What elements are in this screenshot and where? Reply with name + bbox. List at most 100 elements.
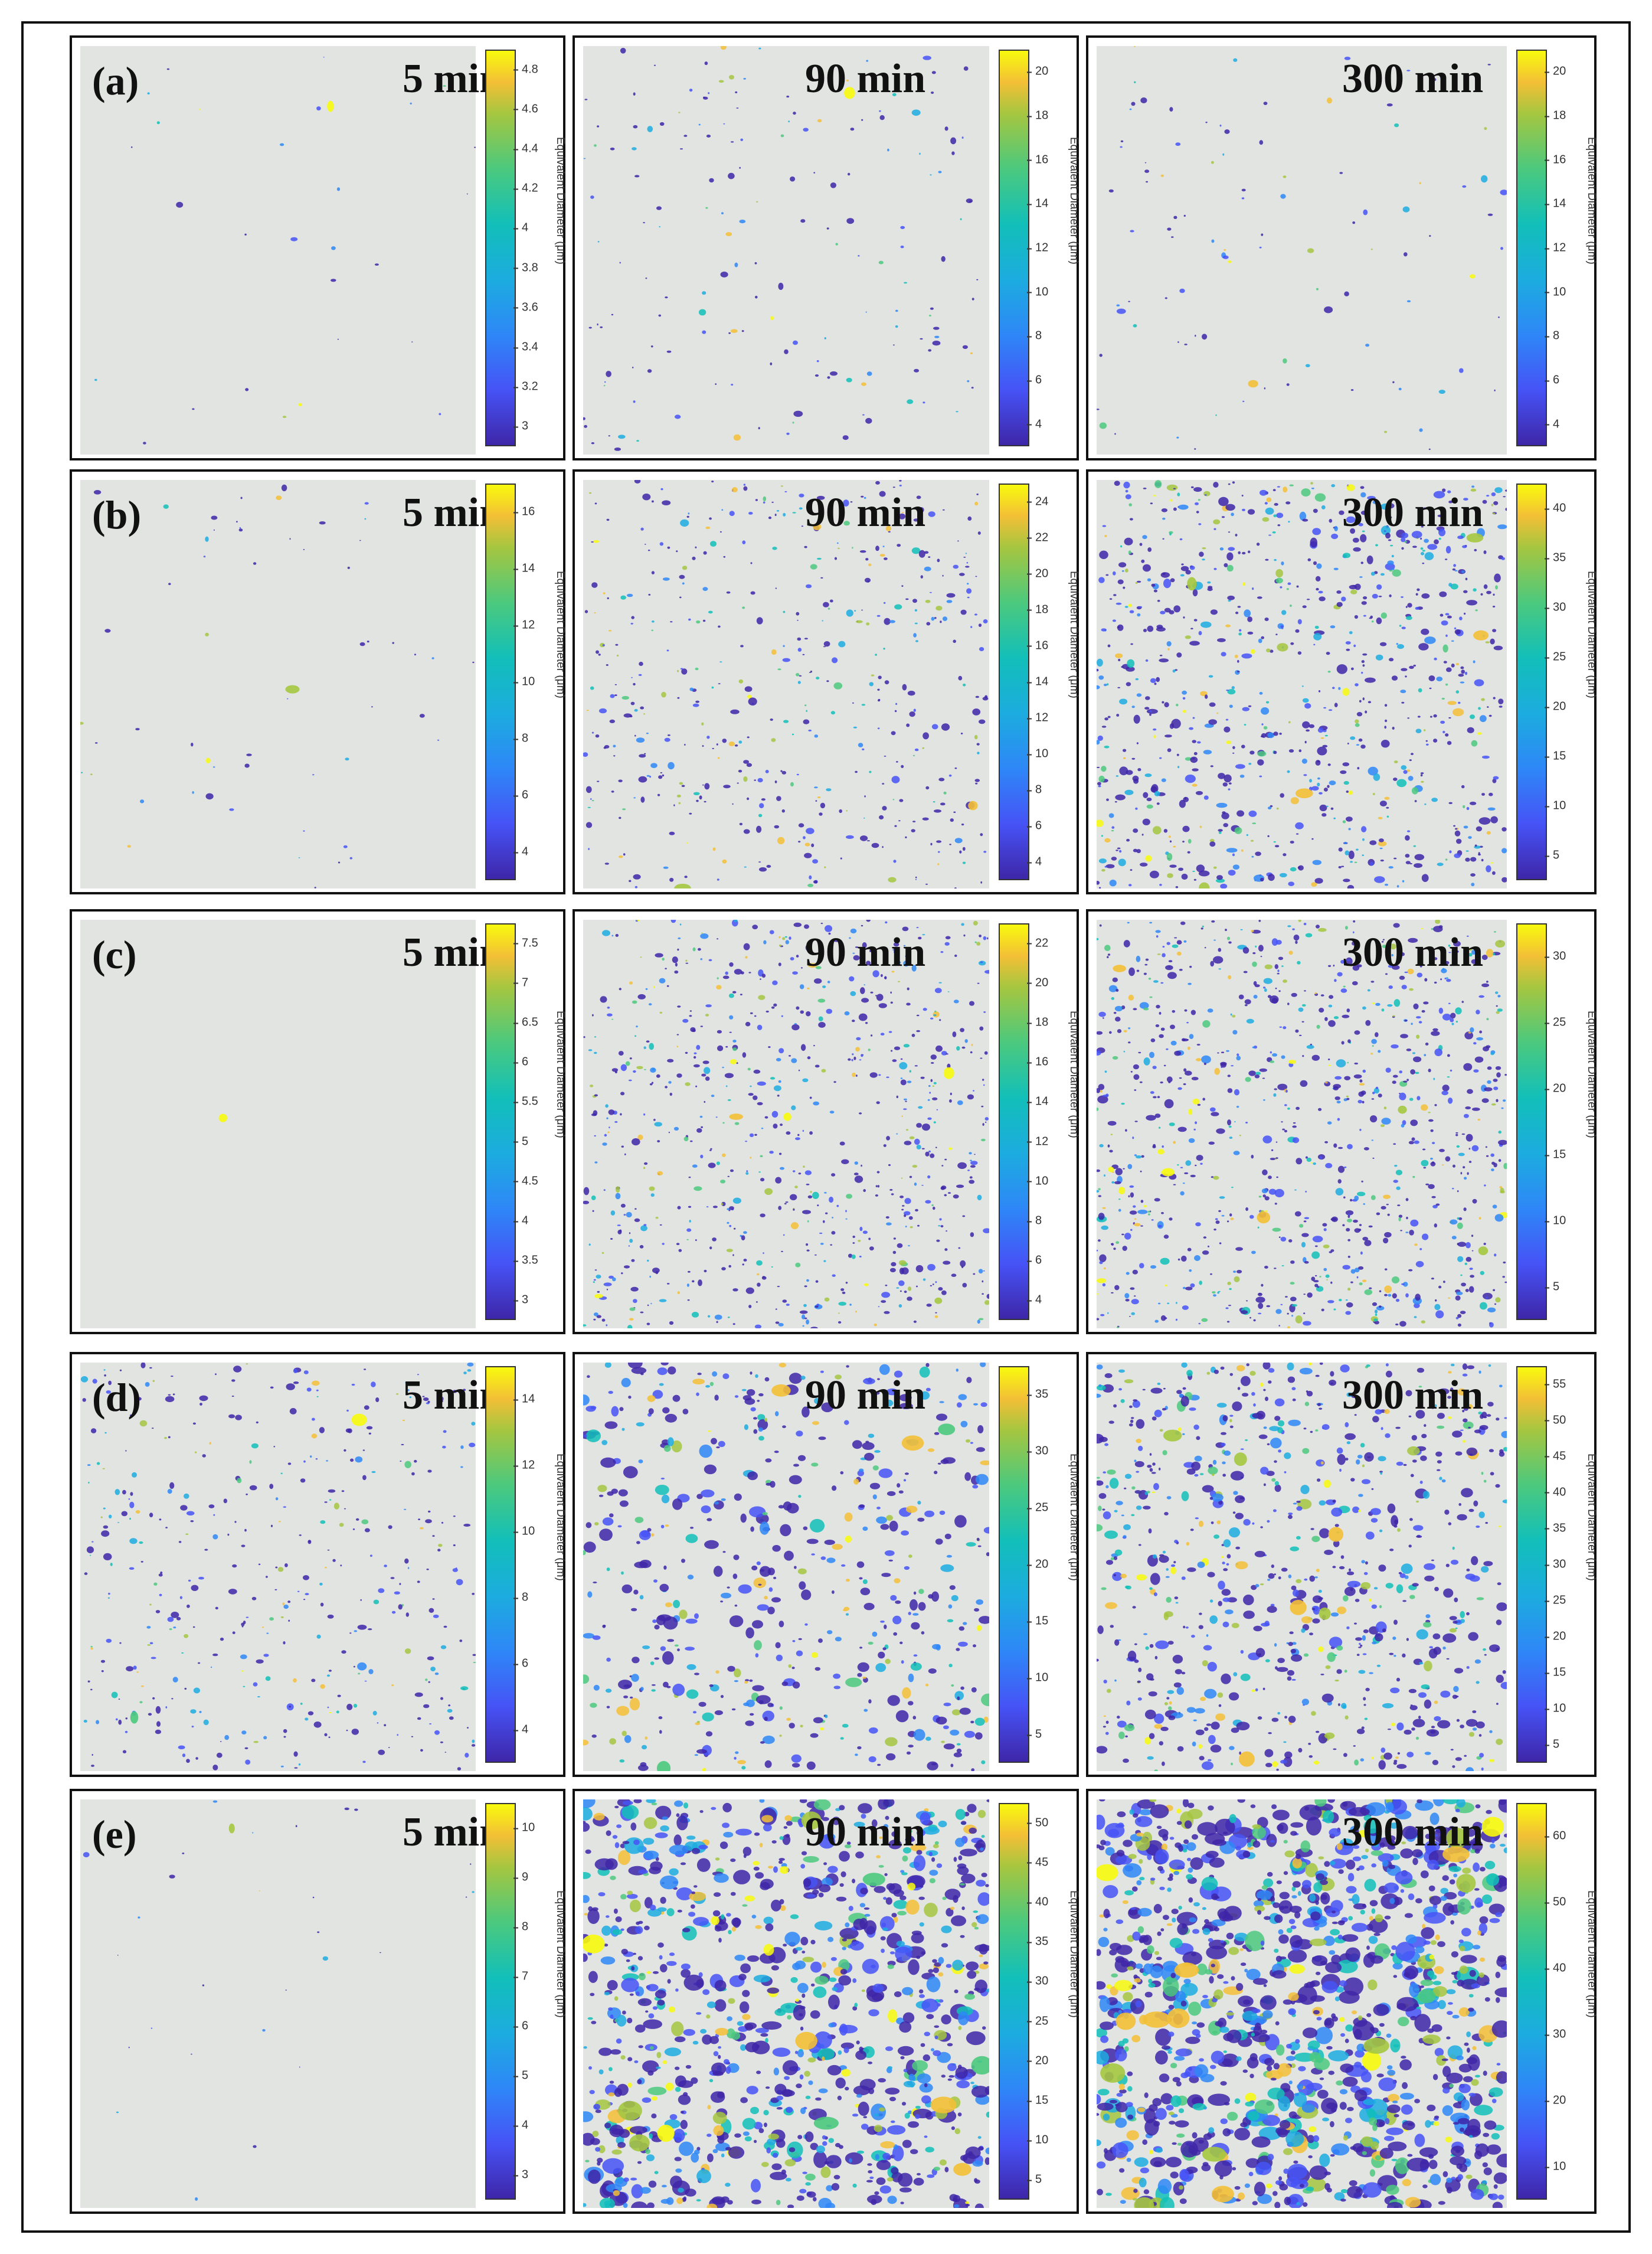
particle [983, 851, 987, 853]
particle [686, 515, 689, 518]
particle [701, 1073, 706, 1077]
particle [199, 1711, 202, 1713]
particle [1332, 687, 1335, 690]
particle [956, 411, 959, 413]
particle [938, 1225, 941, 1227]
particle [1323, 707, 1326, 709]
particle [1196, 1044, 1200, 1046]
particle [742, 1395, 752, 1401]
particle [394, 1591, 400, 1595]
particle [939, 1401, 944, 1403]
particle [1464, 671, 1468, 675]
particle [1486, 590, 1491, 594]
particle [314, 887, 316, 888]
particle [1145, 659, 1149, 662]
particle [1475, 609, 1478, 612]
particle [606, 1657, 611, 1662]
particle [90, 773, 93, 775]
particle [1371, 620, 1374, 623]
particle [1402, 880, 1405, 883]
particle [872, 1631, 878, 1637]
particle [126, 1666, 134, 1672]
particle [738, 1584, 752, 1594]
particle [1210, 1273, 1212, 1275]
particle [1132, 1136, 1134, 1139]
panel-a-90-min: 90 min 20 18 16 14 12 10 8 6 4 Equivalent Diameter… [573, 35, 1080, 460]
particle [734, 1493, 742, 1501]
particle [1280, 1237, 1287, 1242]
particle [86, 1546, 94, 1553]
particle [877, 1763, 881, 1766]
particle [796, 673, 800, 677]
colorbar-tick-label: 3.5 [513, 1253, 538, 1267]
particle [1118, 562, 1127, 568]
particle [667, 546, 670, 549]
particle [1252, 1522, 1255, 1525]
particle [1097, 409, 1100, 410]
particle [875, 545, 879, 551]
micrograph-image [80, 46, 476, 455]
particle [1187, 1567, 1196, 1572]
particle [1252, 822, 1257, 825]
particle [1198, 1322, 1201, 1325]
particle [428, 1608, 434, 1613]
particle [1260, 1526, 1263, 1528]
particle [758, 1171, 761, 1173]
particle [606, 664, 609, 666]
particle [633, 1299, 637, 1304]
particle [1130, 1417, 1134, 1419]
particle [241, 1544, 246, 1547]
particle [899, 1195, 904, 1198]
particle [591, 1734, 597, 1738]
particle [405, 1382, 408, 1384]
particle [925, 786, 930, 790]
particle [854, 1161, 858, 1165]
particle [971, 387, 974, 389]
particle [1304, 703, 1311, 709]
particle [604, 1363, 611, 1368]
particle [1108, 985, 1118, 992]
particle [670, 621, 673, 623]
particle [1226, 1050, 1229, 1052]
particle [624, 1735, 632, 1743]
particle [347, 1428, 352, 1433]
particle [244, 1747, 248, 1749]
particle [354, 1630, 358, 1632]
particle [1224, 726, 1231, 733]
particle [896, 761, 898, 763]
colorbar-tick-label: 5 [1026, 1727, 1042, 1741]
particle [606, 518, 610, 521]
particle [280, 1472, 283, 1475]
particle [1207, 1008, 1213, 1013]
particle [1450, 1219, 1458, 1225]
particle [1453, 940, 1461, 947]
colorbar-tick-label: 3.6 [513, 300, 538, 314]
particle [243, 1685, 246, 1687]
particle [404, 1648, 411, 1654]
particle [789, 1723, 795, 1729]
particle [786, 432, 790, 435]
particle [1403, 1080, 1408, 1083]
particle [1123, 940, 1130, 948]
particle [1194, 1455, 1202, 1462]
particle [1441, 620, 1448, 626]
particle [1180, 921, 1186, 925]
particle [875, 1391, 880, 1395]
particle [1336, 602, 1343, 607]
particle [658, 1716, 663, 1720]
particle [706, 135, 711, 138]
particle [282, 1602, 285, 1606]
particle [92, 1378, 97, 1384]
particle [1354, 1030, 1360, 1035]
particle [1362, 697, 1365, 701]
particle [1314, 493, 1326, 502]
particle [817, 119, 822, 123]
particle [1257, 759, 1264, 766]
particle [855, 770, 858, 773]
particle [1201, 1761, 1214, 1770]
particle [1179, 1077, 1182, 1079]
particle [686, 1239, 689, 1240]
particle [1345, 1458, 1349, 1461]
particle [1424, 978, 1428, 982]
particle [1469, 948, 1472, 951]
